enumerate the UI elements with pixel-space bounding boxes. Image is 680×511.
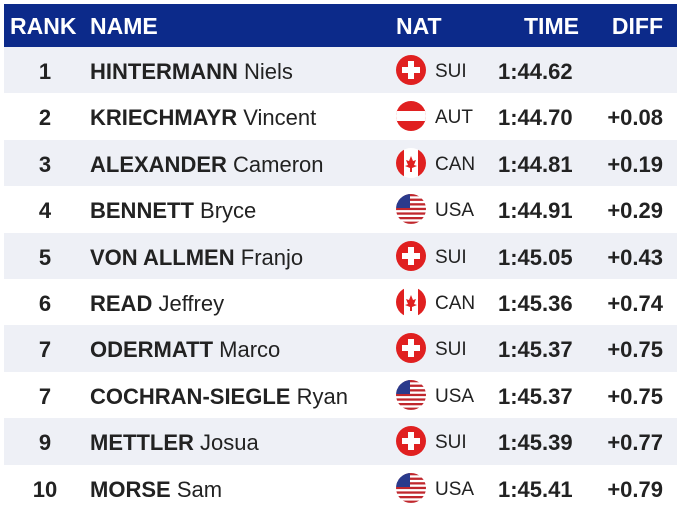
first-name: Josua xyxy=(200,430,259,456)
usa-flag-icon xyxy=(396,472,426,503)
nation-code: USA xyxy=(435,478,475,500)
header-diff: DIFF xyxy=(611,13,663,39)
table-row: 1 HINTERMANN Niels SUI 1:44.62 xyxy=(4,47,677,94)
athlete-name: ODERMATT Marco xyxy=(90,337,280,363)
first-name: Marco xyxy=(219,337,281,363)
time: 1:45.39 xyxy=(498,430,573,456)
time: 1:45.37 xyxy=(498,337,573,363)
first-name: Vincent xyxy=(243,105,317,131)
canada-flag-icon xyxy=(396,147,426,178)
diff: +0.74 xyxy=(607,290,663,316)
last-name: METTLER xyxy=(90,430,194,456)
rank: 6 xyxy=(38,290,52,316)
usa-flag-icon xyxy=(396,379,426,410)
first-name: Jeffrey xyxy=(158,290,225,316)
table-row: 4 BENNETT Bryce USA 1:44.91 +0.29 xyxy=(4,186,677,232)
time: 1:45.37 xyxy=(498,383,573,409)
last-name: READ xyxy=(90,290,153,316)
header-time: TIME xyxy=(524,13,579,39)
table-row: 5 VON ALLMEN Franjo SUI 1:45.05 +0.43 xyxy=(4,232,677,279)
nation-code: SUI xyxy=(435,432,467,454)
first-name: Sam xyxy=(176,476,223,502)
first-name: Franjo xyxy=(240,244,304,270)
last-name: VON ALLMEN xyxy=(90,244,235,270)
time: 1:44.62 xyxy=(498,59,573,84)
header-name: NAME xyxy=(90,13,158,39)
table-body: 1 HINTERMANN Niels SUI 1:44.62 2 KRIECHMAYR V… xyxy=(4,47,677,511)
first-name: Ryan xyxy=(296,383,348,409)
results-table: RANK NAME NAT TIME DIFF 1 HINTERMANN Niel… xyxy=(4,4,677,511)
nation-code: AUT xyxy=(435,107,473,129)
last-name: KRIECHMAYR xyxy=(90,105,238,131)
first-name: Cameron xyxy=(233,151,324,177)
rank: 3 xyxy=(38,151,52,177)
athlete-name: BENNETT Bryce xyxy=(90,198,256,224)
time: 1:45.05 xyxy=(498,244,573,270)
diff: +0.43 xyxy=(607,244,663,270)
table-row: 7 ODERMATT Marco SUI 1:45.37 +0.75 xyxy=(4,325,677,372)
switzerland-flag-icon xyxy=(396,426,426,457)
switzerland-flag-icon xyxy=(396,333,426,364)
rank: 2 xyxy=(38,105,52,131)
last-name: COCHRAN-SIEGLE xyxy=(90,383,291,409)
table-header: RANK NAME NAT TIME DIFF xyxy=(4,4,677,47)
athlete-name: VON ALLMEN Franjo xyxy=(90,245,303,271)
nation-code: SUI xyxy=(435,246,467,268)
athlete-name: READ Jeffrey xyxy=(90,291,224,317)
rank: 5 xyxy=(38,244,52,270)
last-name: MORSE xyxy=(90,476,171,502)
last-name: HINTERMANN xyxy=(90,59,238,84)
rank: 7 xyxy=(38,383,52,409)
athlete-name: ALEXANDER Cameron xyxy=(90,152,324,178)
rank: 7 xyxy=(38,337,52,363)
first-name: Bryce xyxy=(200,198,257,224)
nation-code: SUI xyxy=(435,61,467,82)
time: 1:44.81 xyxy=(498,151,573,177)
diff: +0.19 xyxy=(607,151,663,177)
athlete-name: METTLER Josua xyxy=(90,430,259,456)
rank: 4 xyxy=(38,198,52,224)
table-row: 2 KRIECHMAYR Vincent AUT 1:44.70 +0.08 xyxy=(4,93,677,139)
last-name: ALEXANDER xyxy=(90,151,227,177)
athlete-name: KRIECHMAYR Vincent xyxy=(90,105,316,131)
diff: +0.29 xyxy=(607,198,663,224)
last-name: ODERMATT xyxy=(90,337,214,363)
switzerland-flag-icon xyxy=(396,240,426,271)
diff: +0.08 xyxy=(607,105,663,131)
nation-code: USA xyxy=(435,385,475,407)
time: 1:44.91 xyxy=(498,198,573,224)
table-row: 6 READ Jeffrey CAN 1:45.36 +0.74 xyxy=(4,279,677,325)
athlete-name: MORSE Sam xyxy=(90,477,222,503)
usa-flag-icon xyxy=(396,194,426,225)
time: 1:44.70 xyxy=(498,105,573,131)
nation-code: CAN xyxy=(435,153,476,175)
athlete-name: HINTERMANN Niels xyxy=(90,59,293,85)
switzerland-flag-icon xyxy=(396,55,426,85)
table-row: 10 MORSE Sam USA 1:45.41 +0.79 xyxy=(4,465,677,511)
austria-flag-icon xyxy=(396,101,426,132)
last-name: BENNETT xyxy=(90,198,194,224)
table-row: 3 ALEXANDER Cameron CAN 1:44.81 +0.19 xyxy=(4,139,677,187)
table-row: 7 COCHRAN-SIEGLE Ryan USA 1:45.37 +0.75 xyxy=(4,372,677,418)
nation-code: USA xyxy=(435,200,475,222)
table-row: 9 METTLER Josua SUI 1:45.39 +0.77 xyxy=(4,418,677,465)
header-rank: RANK xyxy=(10,13,77,39)
first-name: Niels xyxy=(244,59,293,84)
diff: +0.75 xyxy=(607,337,663,363)
diff: +0.79 xyxy=(607,476,663,502)
diff: +0.75 xyxy=(607,383,663,409)
rank: 10 xyxy=(32,476,58,502)
nation-code: CAN xyxy=(435,292,476,314)
time: 1:45.36 xyxy=(498,290,573,316)
time: 1:45.41 xyxy=(498,476,573,502)
diff: +0.77 xyxy=(607,430,663,456)
nation-code: SUI xyxy=(435,339,467,361)
athlete-name: COCHRAN-SIEGLE Ryan xyxy=(90,384,348,410)
rank: 1 xyxy=(38,59,52,84)
rank: 9 xyxy=(38,430,52,456)
canada-flag-icon xyxy=(396,286,426,317)
header-nat: NAT xyxy=(396,13,442,39)
